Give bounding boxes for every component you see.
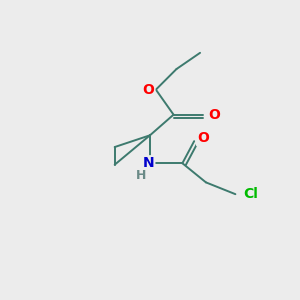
Text: Cl: Cl bbox=[243, 187, 258, 201]
Text: H: H bbox=[135, 169, 146, 182]
Text: O: O bbox=[142, 82, 154, 97]
Text: O: O bbox=[197, 131, 209, 145]
Text: O: O bbox=[208, 108, 220, 122]
Text: N: N bbox=[143, 156, 154, 170]
